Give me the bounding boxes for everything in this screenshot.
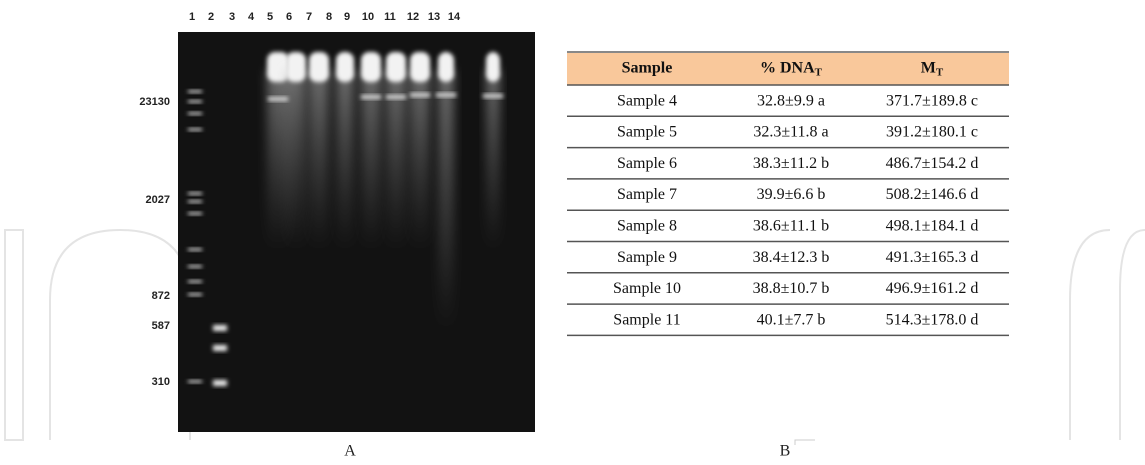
table-header: % DNAT [760, 59, 823, 78]
table-cell: Sample 9 [617, 249, 677, 266]
table-cell: Sample 4 [617, 92, 677, 109]
header-text: Sample [622, 59, 673, 76]
header-subscript: T [936, 66, 944, 78]
smear [336, 70, 354, 250]
panel-label: A [344, 443, 356, 460]
table-cell: 39.9±6.6 b [757, 186, 826, 203]
size-marker-label: 872 [152, 290, 170, 302]
table-cell: Sample 5 [617, 124, 677, 141]
table-cell: 32.3±11.8 a [753, 124, 828, 141]
band [213, 380, 227, 386]
table-cell: 391.2±180.1 c [886, 124, 978, 141]
lane-number: 9 [344, 11, 350, 23]
lane-number: 4 [248, 11, 255, 23]
table-cell: 371.7±189.8 c [886, 92, 978, 109]
band [188, 380, 202, 383]
table-cell: Sample 6 [617, 155, 677, 172]
band [188, 100, 202, 103]
gel-image [178, 32, 535, 432]
smear [438, 70, 454, 330]
header-subscript: T [815, 66, 823, 78]
well-band [438, 52, 454, 82]
table-cell: Sample 11 [613, 311, 680, 328]
band [188, 293, 202, 296]
smear [286, 70, 306, 250]
lane-number: 6 [286, 11, 292, 23]
well-band [486, 52, 500, 82]
table-cell: 498.1±184.1 d [886, 218, 979, 235]
table-cell: 38.4±12.3 b [753, 249, 830, 266]
well-band [410, 52, 430, 82]
lane-number: 5 [267, 11, 273, 23]
table-cell: 508.2±146.6 d [886, 186, 979, 203]
band [188, 212, 202, 215]
table-cell: Sample 10 [613, 280, 681, 297]
band [188, 200, 202, 203]
band [188, 128, 202, 131]
size-marker-label: 310 [152, 376, 170, 388]
band [483, 94, 503, 98]
table-cell: 38.6±11.1 b [753, 218, 829, 235]
well-band [286, 52, 306, 82]
lane-number: 1 [189, 11, 195, 23]
lane-number: 8 [326, 11, 332, 23]
figure-canvas: A B 123456789101112131423130202787258731… [0, 0, 1145, 465]
table-cell: 496.9±161.2 d [886, 280, 979, 297]
lane-number: 13 [428, 11, 440, 23]
figure: A B 123456789101112131423130202787258731… [0, 0, 1145, 465]
table-cell: 491.3±165.3 d [886, 249, 979, 266]
well-band [336, 52, 354, 82]
size-marker-label: 2027 [146, 194, 170, 206]
band [361, 95, 381, 99]
lane-number: 14 [448, 11, 461, 23]
header-text: M [921, 59, 936, 76]
table-header: Sample [622, 59, 673, 76]
well-band [361, 52, 381, 82]
table-cell: 38.3±11.2 b [753, 155, 829, 172]
table-cell: 486.7±154.2 d [886, 155, 979, 172]
band [188, 265, 202, 268]
table-cell: Sample 7 [617, 186, 677, 203]
size-marker-label: 23130 [139, 96, 170, 108]
band [188, 90, 202, 93]
panel-label: B [780, 443, 791, 460]
lane-number: 11 [384, 11, 396, 23]
smear [309, 70, 329, 250]
band [188, 248, 202, 251]
table-cell: 38.8±10.7 b [753, 280, 830, 297]
lane-number: 12 [407, 11, 419, 23]
well-band [386, 52, 406, 82]
band [188, 112, 202, 115]
table-cell: 32.8±9.9 a [757, 92, 825, 109]
decoration [795, 440, 815, 445]
band [188, 280, 202, 283]
band [213, 325, 227, 331]
band [188, 192, 202, 195]
band [410, 93, 430, 97]
lane-number: 3 [229, 11, 235, 23]
table-cell: 40.1±7.7 b [757, 311, 826, 328]
band [213, 345, 227, 351]
table-cell: 514.3±178.0 d [886, 311, 979, 328]
lane-number: 2 [208, 11, 214, 23]
well-band [267, 52, 289, 82]
size-marker-label: 587 [152, 320, 170, 332]
band [268, 97, 288, 101]
lane-number: 10 [362, 11, 374, 23]
band [386, 95, 406, 99]
well-band [309, 52, 329, 82]
band [436, 93, 456, 97]
header-text: % DNA [760, 59, 815, 76]
lane-number: 7 [306, 11, 312, 23]
table-cell: Sample 8 [617, 218, 677, 235]
